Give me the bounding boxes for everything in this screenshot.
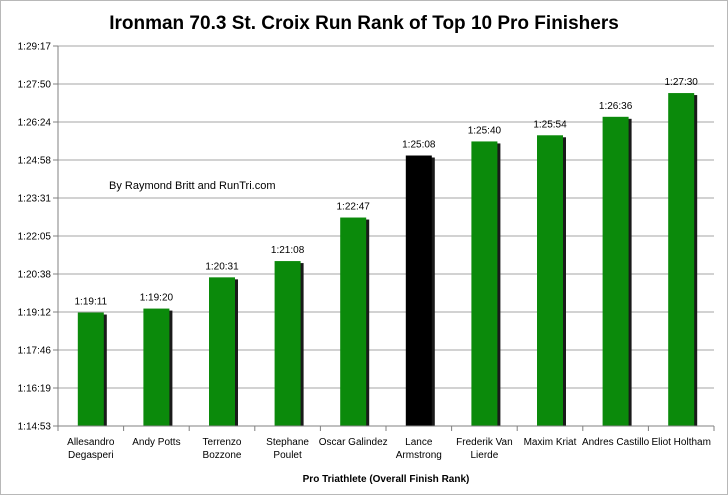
bar (471, 141, 498, 426)
data-labels: 1:19:11 1:19:20 1:20:31 1:21:08 1:22:47 1:25:… (74, 77, 698, 307)
data-label: 1:22:47 (337, 202, 371, 213)
data-label: 1:27:30 (665, 77, 699, 88)
y-tick-label: 1:16:19 (18, 384, 52, 395)
data-label: 1:21:08 (271, 245, 305, 256)
y-tick-label: 1:24:58 (18, 156, 52, 167)
bar (537, 135, 563, 426)
x-category-label: Allesandro Degasperi (67, 437, 115, 461)
data-label: 1:19:20 (140, 293, 174, 304)
data-label: 1:25:08 (402, 140, 436, 151)
x-axis-title: Pro Triathlete (Overall Finish Rank) (303, 474, 470, 485)
x-category-label: Maxim Kriat (524, 437, 577, 448)
x-category-label: Eliot Holtham (651, 437, 710, 448)
bar (668, 93, 695, 427)
x-category-label: Lance Armstrong (396, 437, 442, 461)
y-tick-label: 1:29:17 (18, 42, 52, 53)
x-category-label: Stephane Poulet (266, 437, 309, 461)
y-tick-label: 1:19:12 (18, 308, 52, 319)
data-label: 1:26:36 (599, 101, 633, 112)
bar (143, 308, 170, 426)
y-tick-label: 1:14:53 (18, 422, 52, 433)
data-label: 1:20:31 (205, 261, 239, 272)
y-axis: 1:14:53 1:16:19 1:17:46 1:19:12 1:20:38 1:22:… (18, 42, 59, 433)
x-category-label: Terrenzo Bozzone (203, 437, 242, 461)
x-category-label: Oscar Galindez (319, 437, 388, 448)
bars (77, 93, 698, 427)
bar (209, 277, 235, 426)
y-tick-label: 1:27:50 (18, 80, 52, 91)
y-tick-label: 1:20:38 (18, 270, 52, 281)
data-label: 1:19:11 (74, 297, 107, 308)
y-tick-label: 1:22:05 (18, 232, 52, 243)
x-axis: Allesandro Degasperi Andy Potts Terrenzo Boz… (57, 425, 715, 461)
chart-title: Ironman 70.3 St. Croix Run Rank of Top 1… (109, 13, 619, 34)
data-label: 1:25:54 (533, 119, 567, 130)
x-category-label: Frederik Van Lierde (456, 437, 513, 461)
chart-annotation: By Raymond Britt and RunTri.com (109, 180, 275, 192)
y-tick-label: 1:23:31 (18, 194, 52, 205)
bar (602, 116, 629, 427)
y-tick-label: 1:26:24 (18, 118, 52, 129)
x-category-label: Andy Potts (132, 437, 180, 448)
bar (274, 261, 301, 426)
bar (77, 312, 104, 426)
bar (405, 155, 432, 426)
x-category-label: Andres Castillo (582, 437, 650, 448)
data-label: 1:25:40 (468, 125, 502, 136)
y-tick-label: 1:17:46 (18, 346, 52, 357)
bar (340, 217, 367, 426)
